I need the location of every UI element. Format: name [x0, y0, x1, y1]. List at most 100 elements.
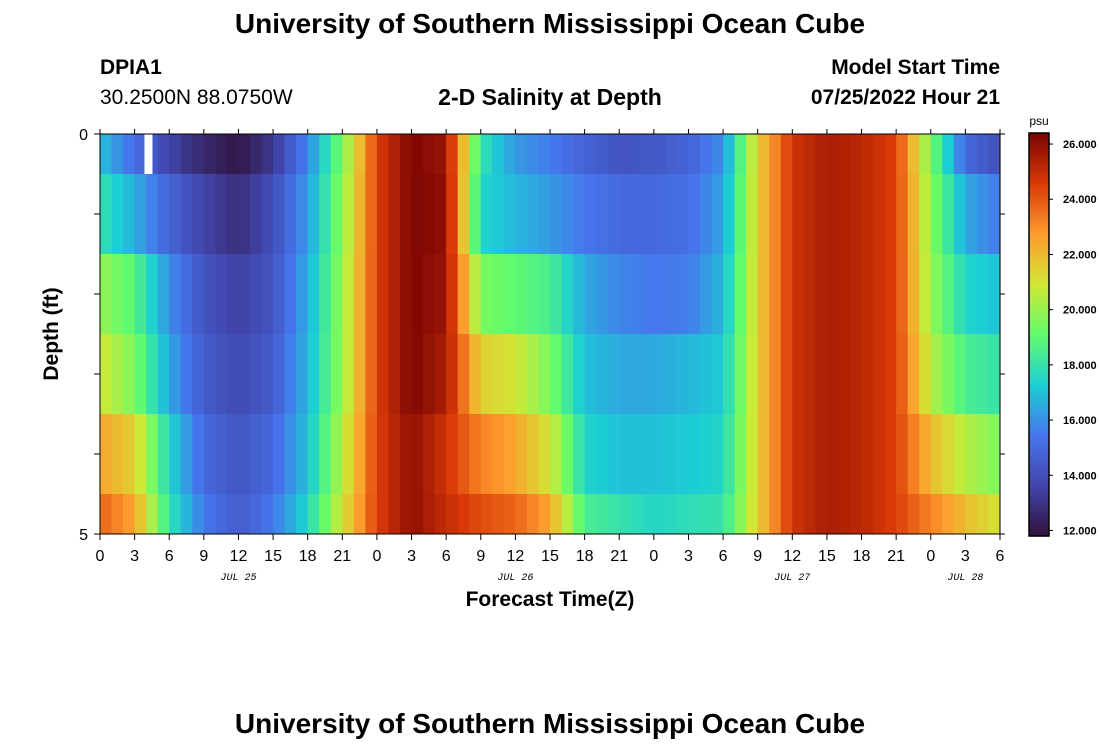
heatmap-cell: [826, 494, 840, 534]
heatmap-cell: [550, 414, 563, 494]
heatmap-cell: [238, 494, 251, 534]
heatmap-cell: [319, 254, 332, 334]
heatmap-cell: [665, 414, 678, 494]
heatmap-cell: [100, 174, 113, 254]
heatmap-cell: [723, 494, 736, 534]
heatmap-cell: [250, 494, 263, 534]
heatmap-cell: [457, 334, 470, 414]
heatmap-cell: [584, 174, 597, 254]
colorbar-swatch: [1029, 522, 1049, 527]
heatmap-cell: [757, 174, 770, 254]
heatmap-cell: [192, 134, 205, 174]
chart-subtitle: 2-D Salinity at Depth: [438, 84, 662, 110]
heatmap-cell: [688, 414, 701, 494]
heatmap-cell: [884, 174, 897, 254]
heatmap-cell: [723, 254, 736, 334]
heatmap-cell: [365, 134, 378, 174]
x-tick-label: 3: [407, 548, 416, 565]
colorbar-swatch: [1029, 327, 1049, 332]
heatmap-cell: [815, 134, 828, 174]
heatmap-cell: [803, 254, 816, 334]
heatmap-cell: [711, 414, 724, 494]
heatmap-cell: [492, 134, 505, 174]
colorbar-swatch: [1029, 133, 1049, 137]
heatmap-cell: [653, 174, 666, 254]
heatmap-cell: [780, 334, 793, 414]
heatmap-cell: [330, 494, 343, 534]
heatmap-cell: [203, 254, 216, 334]
heatmap-cell: [630, 494, 643, 534]
heatmap-cell: [538, 254, 551, 334]
heatmap-cell: [250, 414, 263, 494]
colorbar-swatch: [1029, 411, 1049, 416]
colorbar-swatch: [1029, 310, 1049, 315]
x-tick-label: 6: [442, 548, 451, 565]
heatmap-cell: [434, 134, 447, 174]
heatmap-cell: [919, 414, 932, 494]
colorbar-swatch: [1029, 378, 1049, 383]
heatmap-cell: [757, 414, 770, 494]
heatmap-cell: [700, 334, 713, 414]
day-label: JUL 26: [497, 573, 533, 584]
heatmap-cell: [953, 134, 966, 174]
colorbar-swatch: [1029, 263, 1049, 268]
heatmap-cell: [607, 134, 620, 174]
heatmap-cell: [330, 414, 343, 494]
colorbar-swatch: [1029, 159, 1049, 164]
heatmap-cell: [826, 414, 840, 494]
heatmap-cell: [250, 174, 263, 254]
heatmap-cell: [850, 494, 863, 534]
colorbar-swatch: [1029, 525, 1049, 530]
heatmap-cell: [803, 174, 816, 254]
colorbar-swatch: [1029, 405, 1049, 409]
colorbar-swatch: [1029, 230, 1049, 235]
heatmap-cell: [238, 414, 251, 494]
colorbar-swatch: [1029, 438, 1049, 443]
heatmap-cell: [192, 494, 205, 534]
heatmap-cell: [896, 254, 909, 334]
heatmap-cell: [411, 494, 424, 534]
heatmap-cell: [226, 414, 240, 494]
heatmap-cell: [919, 494, 932, 534]
heatmap-cell: [284, 134, 297, 174]
colorbar-swatch: [1029, 441, 1049, 446]
heatmap-cell: [169, 254, 182, 334]
heatmap-cell: [688, 334, 701, 414]
colorbar-swatch: [1029, 475, 1049, 480]
heatmap-cell: [515, 174, 528, 254]
heatmap-cell: [550, 334, 563, 414]
heatmap-cell: [780, 414, 793, 494]
heatmap-cell: [676, 254, 690, 334]
x-tick-label: 18: [299, 548, 317, 565]
heatmap-cell: [919, 174, 932, 254]
colorbar-swatch: [1029, 532, 1049, 537]
heatmap-cell: [746, 174, 759, 254]
heatmap-cell: [861, 134, 874, 174]
heatmap-cell: [873, 414, 886, 494]
heatmap-cell: [907, 174, 920, 254]
heatmap-cell: [988, 134, 1001, 174]
heatmap-cell: [215, 174, 228, 254]
heatmap-cell: [411, 174, 424, 254]
heatmap-cell: [203, 134, 216, 174]
heatmap-cell: [734, 254, 747, 334]
heatmap-cell: [688, 174, 701, 254]
colorbar-swatch: [1029, 482, 1049, 487]
heatmap-cell: [538, 134, 551, 174]
heatmap-cell: [192, 174, 205, 254]
heatmap-cell: [642, 254, 655, 334]
colorbar-swatch: [1029, 478, 1049, 483]
heatmap-cell: [826, 134, 840, 174]
heatmap-cell: [261, 254, 274, 334]
colorbar-swatch: [1029, 425, 1049, 430]
heatmap-cell: [284, 414, 297, 494]
colorbar-swatch: [1029, 287, 1049, 292]
heatmap-cell: [976, 414, 990, 494]
heatmap-cell: [469, 254, 482, 334]
heatmap-cell: [376, 134, 390, 174]
heatmap-cell: [988, 334, 1001, 414]
heatmap-cell: [400, 494, 413, 534]
y-tick-label: 5: [79, 527, 88, 544]
colorbar-swatch: [1029, 495, 1049, 500]
model-start-label: Model Start Time: [831, 56, 1000, 79]
